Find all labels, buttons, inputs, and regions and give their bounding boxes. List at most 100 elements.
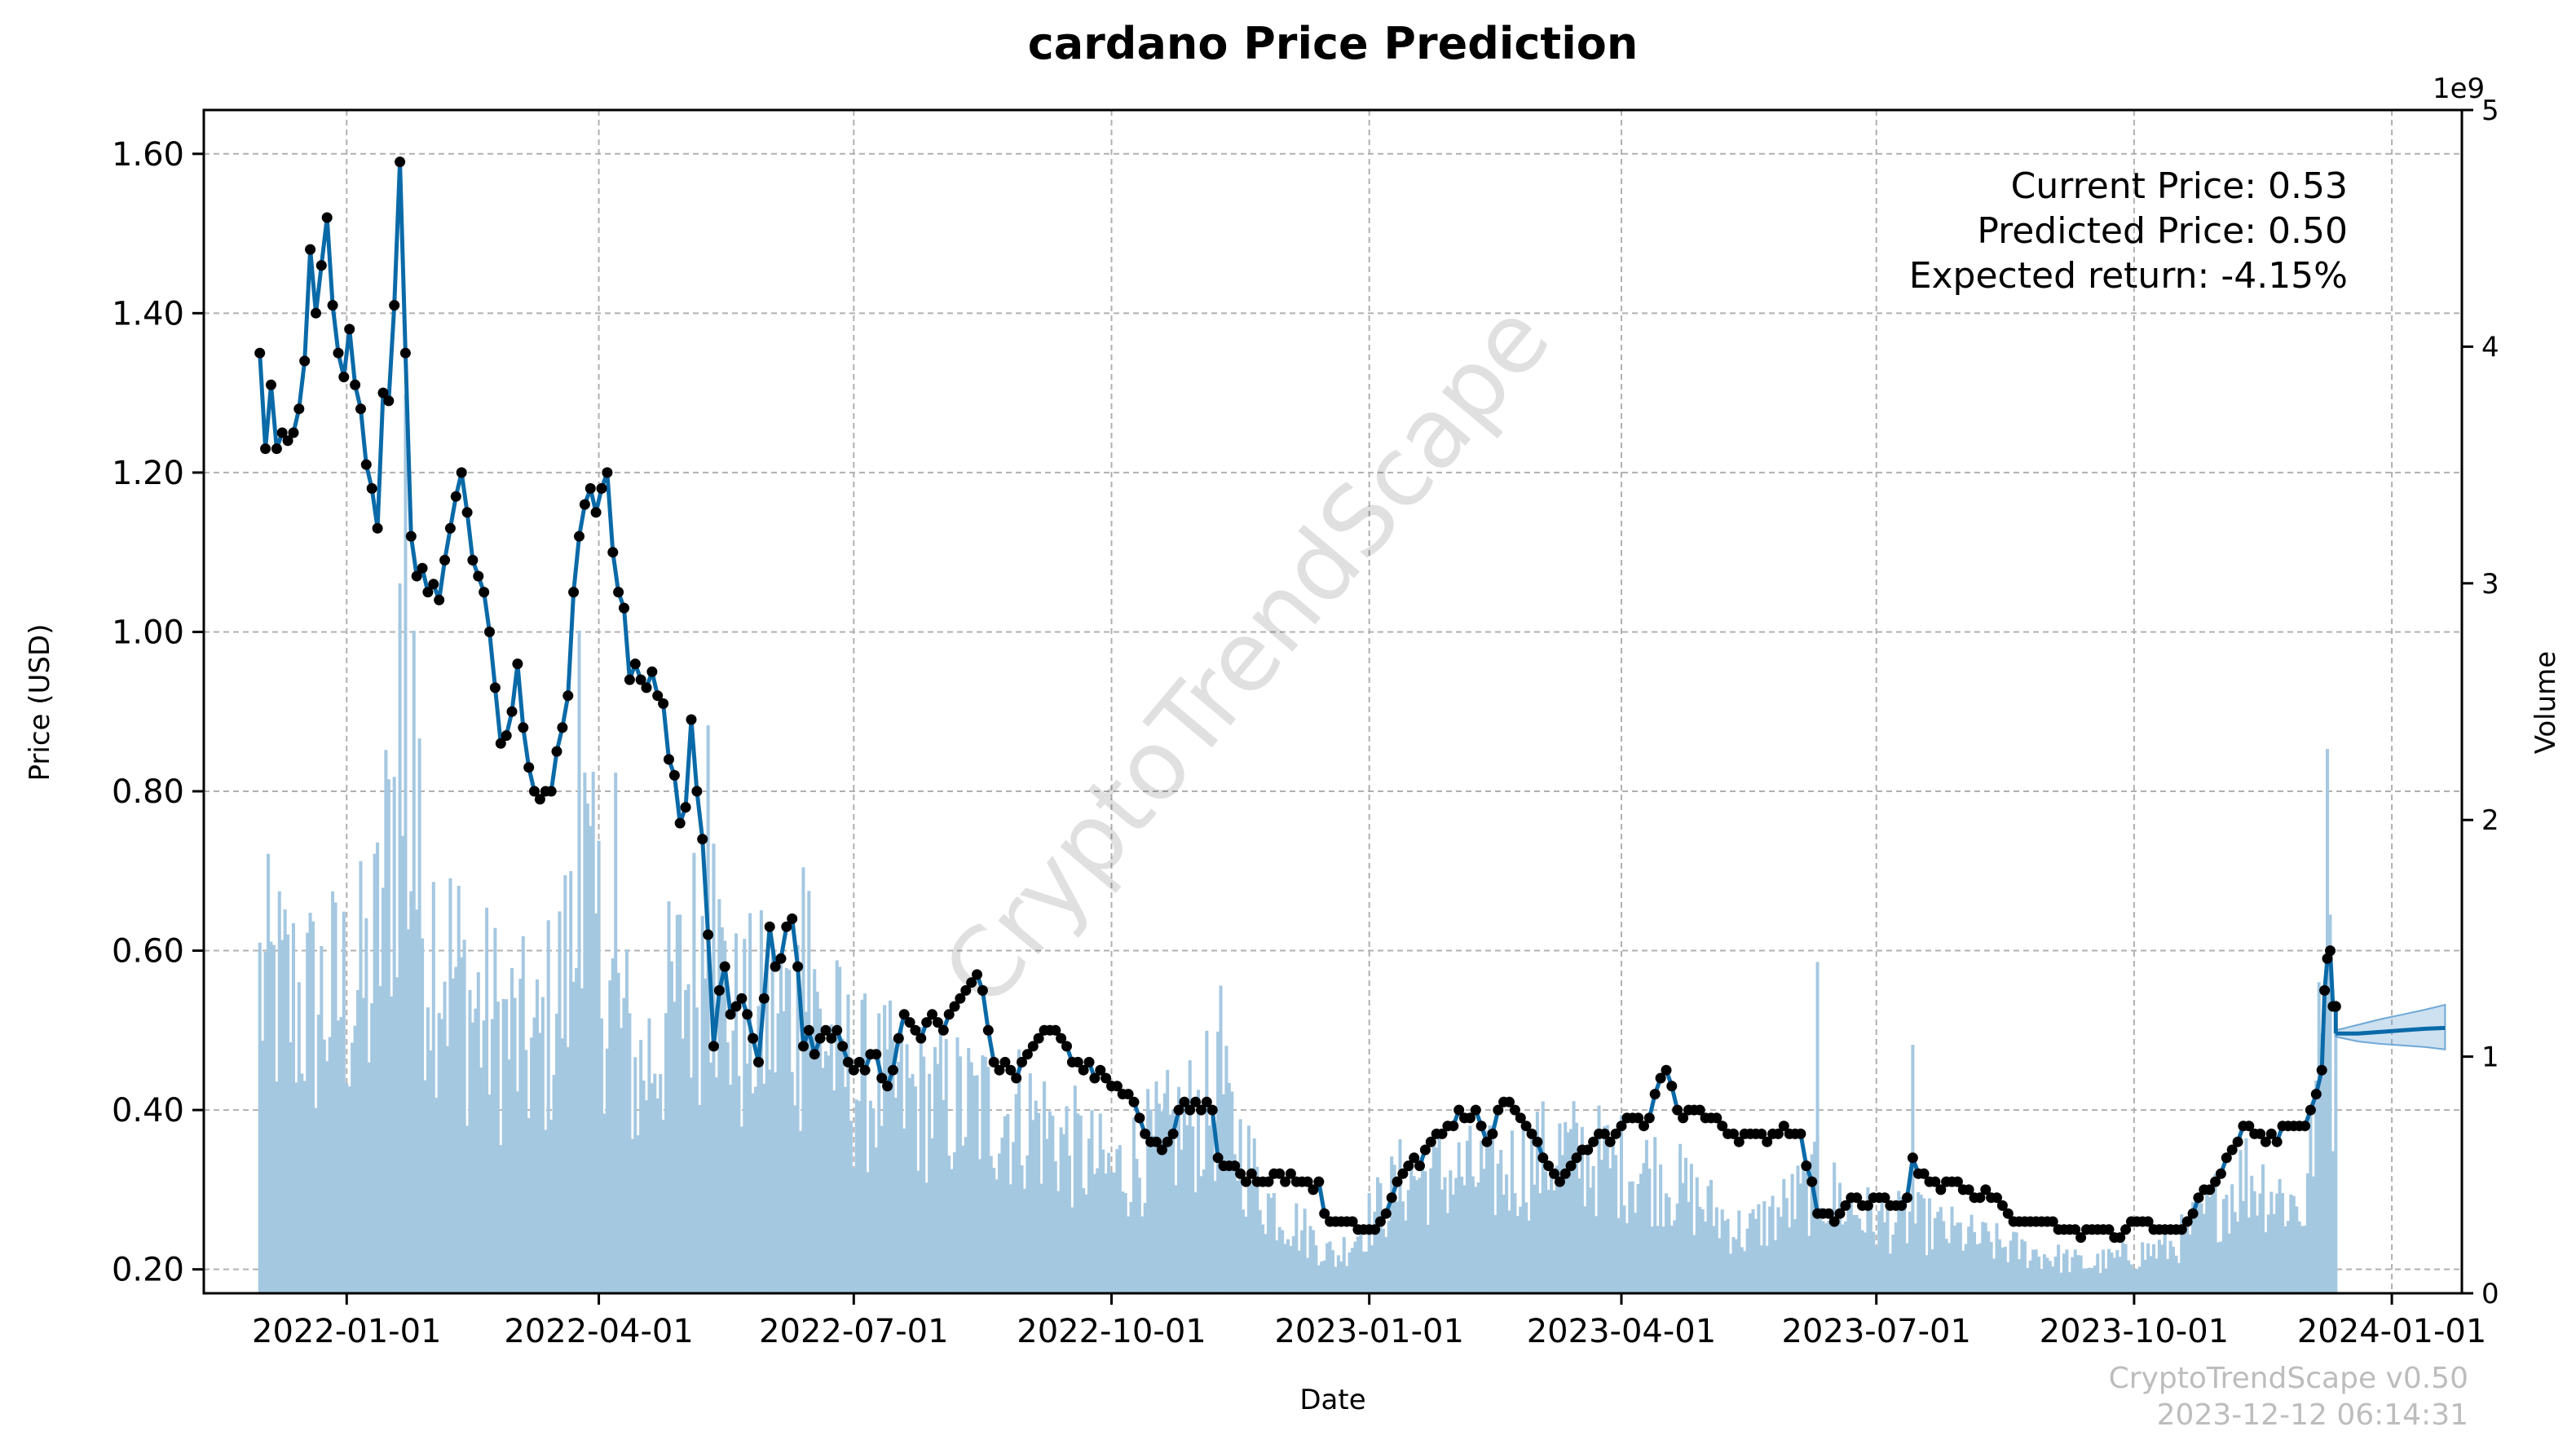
volume-bar bbox=[1675, 1203, 1679, 1293]
volume-bar bbox=[1039, 1183, 1043, 1293]
volume-bar bbox=[1642, 1163, 1646, 1293]
volume-bar bbox=[1838, 1182, 1842, 1293]
volume-bar bbox=[838, 966, 842, 1293]
volume-bar bbox=[1370, 1245, 1374, 1293]
volume-bar bbox=[1829, 1209, 1833, 1293]
volume-bar bbox=[1939, 1207, 1943, 1293]
price-point bbox=[1616, 1121, 1627, 1132]
volume-bar bbox=[1860, 1230, 1864, 1293]
volume-bar bbox=[2239, 1150, 2243, 1293]
volume-bar bbox=[415, 909, 419, 1293]
y2-axis-ticks: 0 1 2 3 4 5 bbox=[2462, 95, 2499, 1310]
price-point bbox=[2115, 1232, 2126, 1244]
volume-bar bbox=[392, 777, 396, 1293]
volume-bar bbox=[580, 988, 584, 1293]
volume-bar bbox=[1942, 1221, 1946, 1293]
volume-bar bbox=[2211, 1187, 2215, 1293]
price-point bbox=[882, 1081, 893, 1092]
volume-bar bbox=[524, 1050, 528, 1293]
volume-bar bbox=[2082, 1268, 2086, 1293]
volume-bar bbox=[454, 966, 458, 1293]
volume-bar bbox=[860, 999, 864, 1293]
volume-bar bbox=[737, 1076, 741, 1293]
volume-bar bbox=[1440, 1189, 1445, 1293]
price-point bbox=[814, 1033, 826, 1044]
volume-bar bbox=[505, 999, 509, 1293]
price-point bbox=[1801, 1160, 1812, 1172]
volume-bar bbox=[1569, 1129, 1573, 1293]
volume-bar bbox=[1213, 1181, 1217, 1293]
price-point bbox=[2047, 1216, 2058, 1227]
volume-bar bbox=[440, 1019, 444, 1293]
volume-bar bbox=[877, 1013, 881, 1293]
price-point bbox=[1027, 1041, 1039, 1052]
volume-bar bbox=[1936, 1211, 1940, 1293]
volume-bar bbox=[286, 934, 290, 1293]
volume-bar bbox=[1488, 1125, 1492, 1293]
price-point bbox=[1190, 1096, 1202, 1107]
price-point bbox=[518, 722, 529, 733]
volume-bar bbox=[1807, 1235, 1811, 1293]
volume-bar bbox=[981, 1055, 985, 1293]
volume-bar bbox=[2096, 1253, 2100, 1293]
price-point bbox=[1140, 1128, 1151, 1139]
volume-bar bbox=[863, 993, 867, 1293]
volume-bar bbox=[2073, 1249, 2077, 1293]
volume-bar bbox=[2009, 1240, 2013, 1293]
volume-bar bbox=[1969, 1214, 1974, 1293]
volume-bar bbox=[1182, 1101, 1186, 1293]
volume-bar bbox=[490, 1019, 495, 1293]
volume-bar bbox=[1595, 1216, 1599, 1293]
price-point bbox=[1095, 1064, 1106, 1076]
volume-bar bbox=[1400, 1201, 1405, 1293]
price-point bbox=[932, 1017, 943, 1028]
price-point bbox=[955, 993, 966, 1004]
price-point bbox=[562, 690, 574, 702]
price-point bbox=[686, 714, 697, 725]
volume-bar bbox=[289, 1041, 293, 1293]
volume-bar bbox=[1437, 1135, 1441, 1293]
price-point bbox=[1397, 1168, 1409, 1179]
price-point bbox=[910, 1024, 921, 1036]
price-point bbox=[1453, 1104, 1465, 1116]
volume-bar bbox=[1897, 1191, 1901, 1293]
volume-bar bbox=[2157, 1239, 2161, 1293]
volume-bar bbox=[1720, 1209, 1724, 1293]
volume-bar bbox=[958, 1056, 962, 1293]
volume-bar bbox=[809, 1047, 814, 1293]
volume-bar bbox=[977, 1159, 981, 1293]
price-point bbox=[2075, 1232, 2087, 1244]
volume-bar bbox=[1283, 1244, 1287, 1293]
volume-bar bbox=[1191, 1126, 1195, 1293]
price-point bbox=[613, 587, 624, 598]
price-point bbox=[534, 794, 545, 805]
volume-bar bbox=[1636, 1184, 1640, 1293]
volume-bar bbox=[1928, 1198, 1932, 1293]
price-point bbox=[826, 1033, 837, 1044]
volume-bar bbox=[521, 936, 525, 1293]
price-point bbox=[1733, 1136, 1745, 1147]
volume-bar bbox=[1507, 1210, 1511, 1293]
volume-bar bbox=[2149, 1256, 2153, 1293]
volume-bar bbox=[801, 867, 805, 1293]
volume-bar bbox=[1211, 1116, 1215, 1293]
price-point bbox=[842, 1056, 854, 1068]
volume-bar bbox=[1328, 1241, 1332, 1293]
volume-bar bbox=[1014, 1094, 1018, 1293]
volume-bar bbox=[1485, 1130, 1489, 1293]
price-point bbox=[389, 300, 400, 311]
volume-bar bbox=[457, 885, 461, 1293]
volume-bar bbox=[995, 1179, 999, 1293]
volume-bar bbox=[2012, 1231, 2016, 1293]
price-point bbox=[1778, 1121, 1789, 1132]
volume-bar bbox=[1625, 1223, 1629, 1293]
price-point bbox=[2215, 1168, 2226, 1179]
volume-bar bbox=[386, 779, 390, 1293]
volume-bar bbox=[1443, 1177, 1447, 1293]
price-point bbox=[1011, 1072, 1022, 1084]
volume-bar bbox=[1429, 1168, 1433, 1293]
price-point bbox=[1610, 1128, 1621, 1139]
volume-bar bbox=[1964, 1244, 1968, 1293]
price-point bbox=[2210, 1176, 2221, 1187]
volume-bar bbox=[673, 1002, 677, 1293]
